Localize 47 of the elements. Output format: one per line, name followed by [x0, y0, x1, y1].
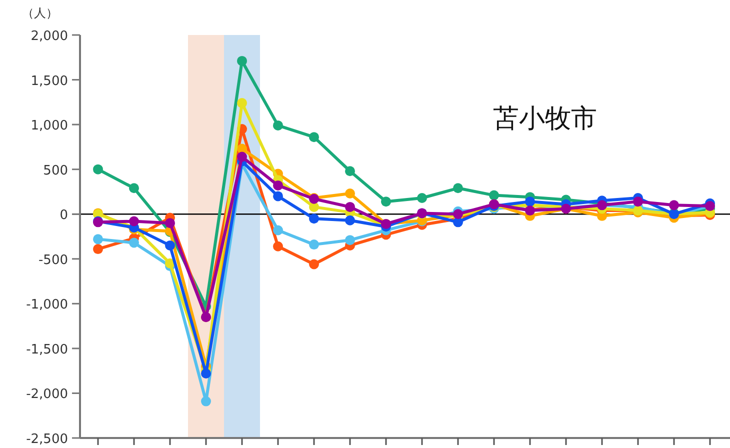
point — [345, 215, 355, 226]
point — [93, 244, 103, 254]
point — [129, 183, 139, 194]
point — [237, 56, 247, 66]
point — [345, 166, 355, 176]
point — [93, 164, 103, 174]
y-tick-label: -500 — [38, 252, 68, 268]
point — [453, 183, 463, 194]
point — [165, 218, 175, 228]
point — [273, 191, 283, 202]
y-tick-label: 1,500 — [30, 74, 68, 89]
point — [237, 152, 247, 162]
y-tick-label: -1,000 — [26, 298, 68, 313]
y-tick-label: 500 — [43, 163, 68, 178]
point — [129, 216, 139, 226]
point — [273, 120, 283, 130]
text: 苫小牧市 — [493, 104, 597, 134]
point — [489, 190, 499, 200]
y-tick-label: -2,000 — [26, 387, 68, 402]
y-tick-label: 2,000 — [30, 29, 68, 44]
point — [309, 214, 319, 224]
point — [309, 132, 319, 142]
point — [345, 188, 355, 199]
point — [201, 368, 211, 379]
point — [669, 200, 679, 210]
point — [273, 180, 283, 190]
point — [273, 241, 283, 252]
point — [525, 196, 535, 207]
point — [237, 98, 247, 108]
y-tick-label: -2,500 — [26, 432, 68, 447]
point — [201, 396, 211, 406]
point — [381, 196, 391, 207]
y-tick-label: 1,000 — [30, 118, 68, 134]
point — [273, 225, 283, 236]
y-tick-label: -1,500 — [26, 342, 68, 358]
point — [165, 240, 175, 250]
point — [309, 240, 319, 250]
point — [633, 196, 643, 207]
y-axis-title: （人） — [22, 6, 58, 20]
point — [93, 234, 103, 244]
point — [345, 235, 355, 246]
point — [345, 202, 355, 212]
point — [309, 202, 319, 212]
point — [417, 192, 427, 203]
point — [129, 238, 139, 248]
y-tick-label: 0 — [60, 208, 68, 224]
point — [309, 259, 319, 270]
